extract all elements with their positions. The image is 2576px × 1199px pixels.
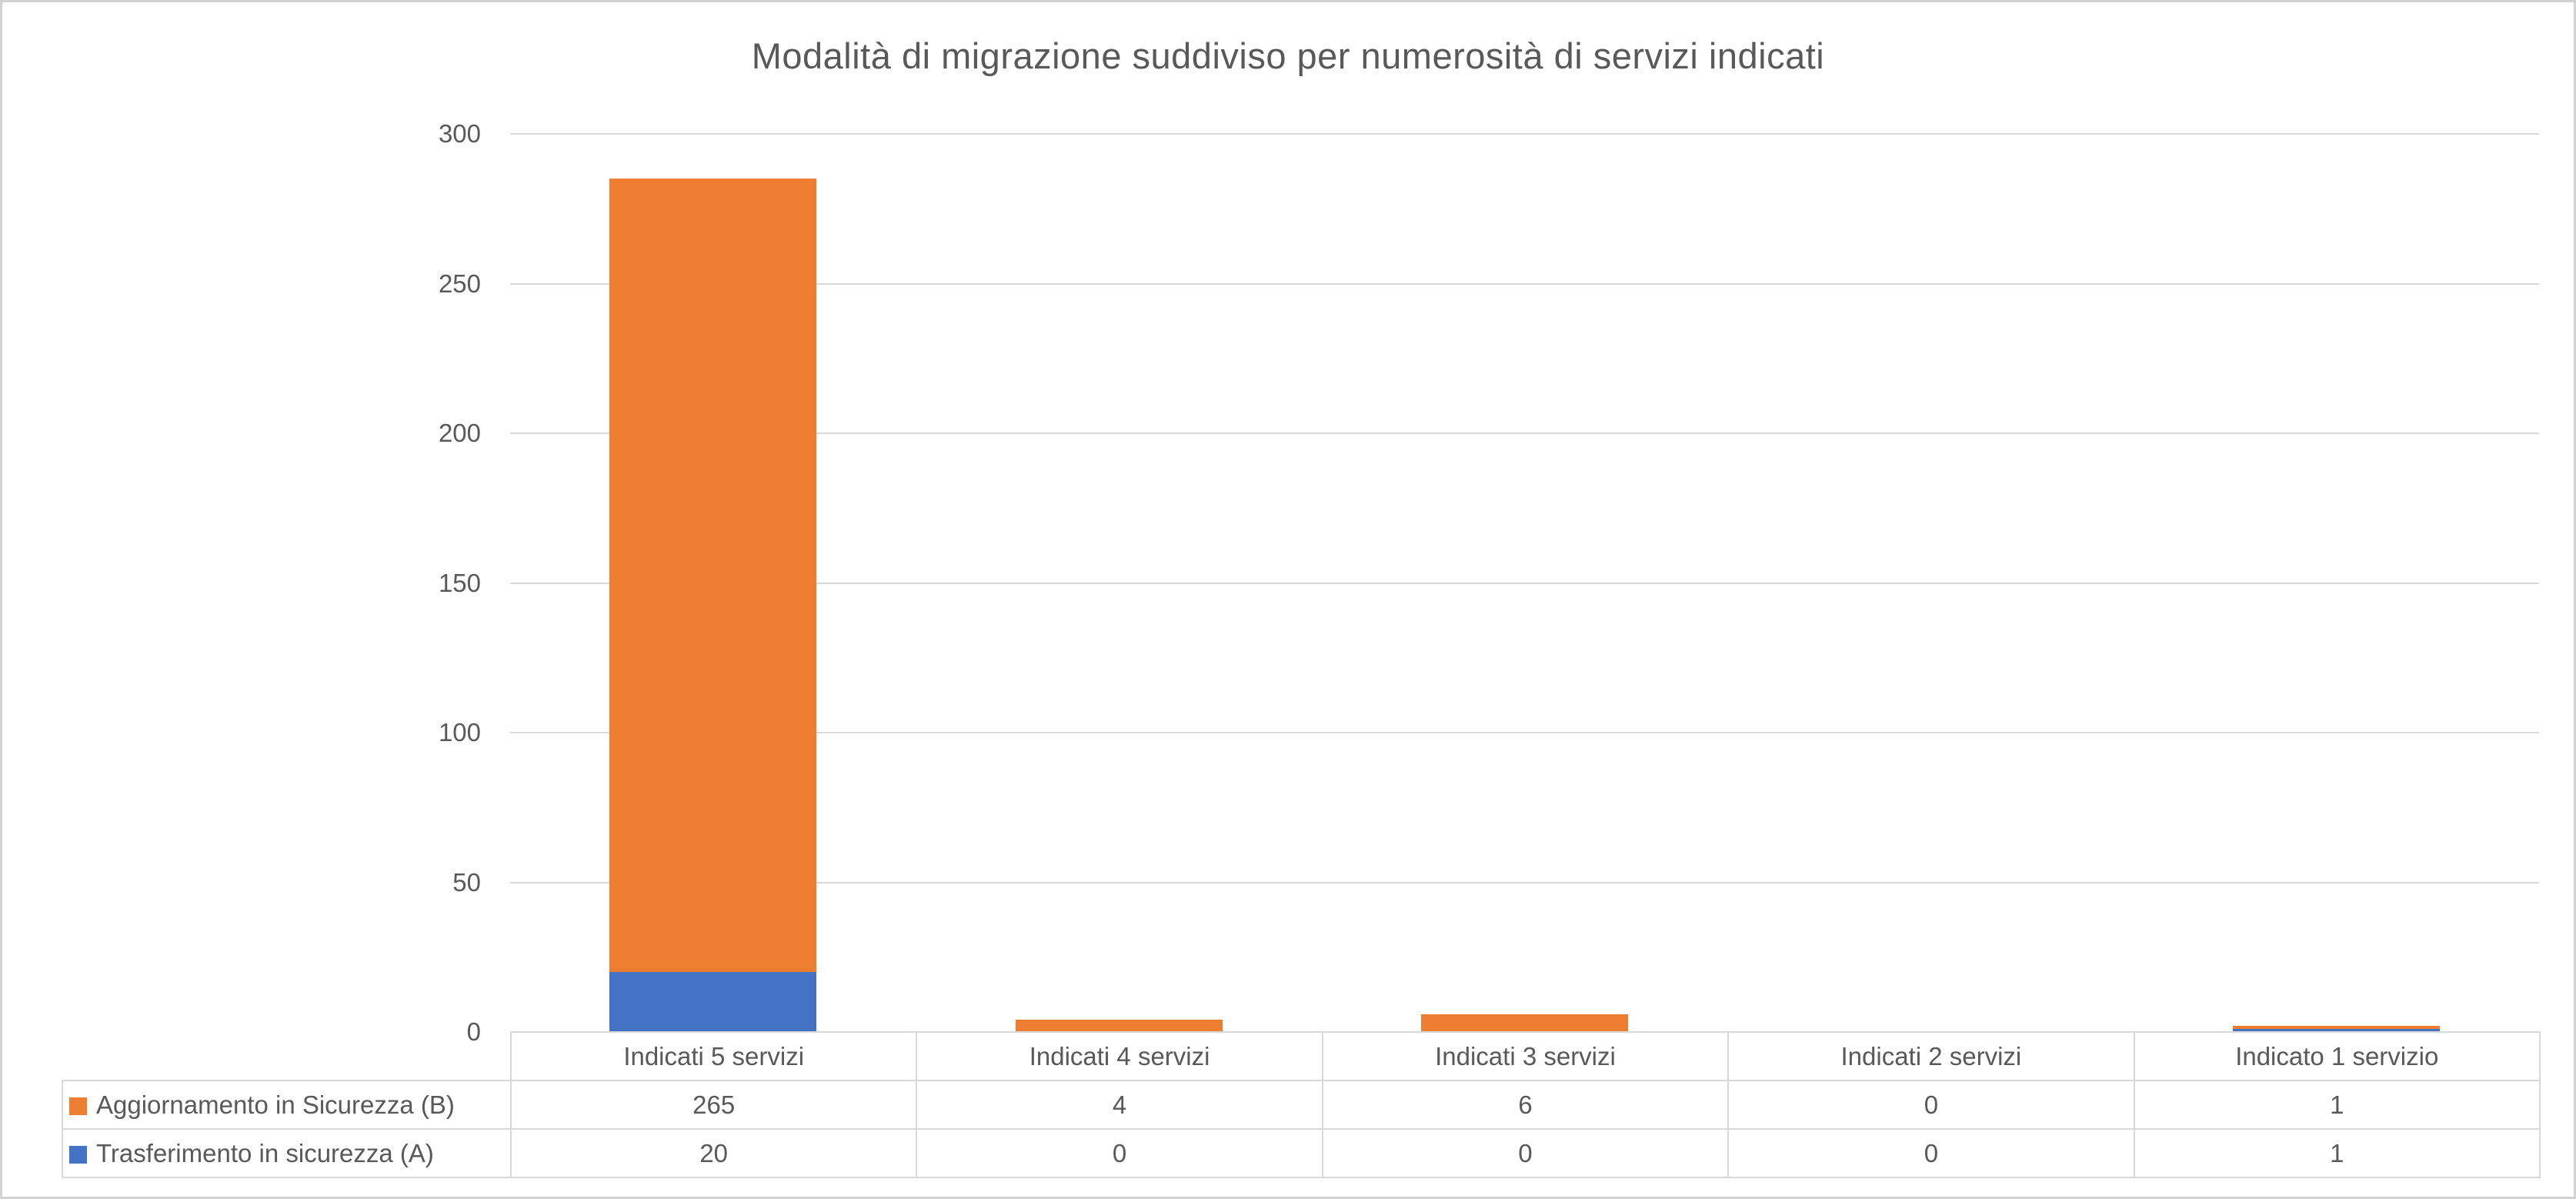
legend-cell-2: Trasferimento in sicurezza (A) bbox=[62, 1128, 512, 1178]
table-value-cell-s2-cat5: 1 bbox=[2133, 1128, 2541, 1178]
bar-segment-b-cat3 bbox=[1421, 1014, 1628, 1032]
bar-segment-b-cat5 bbox=[2232, 1026, 2440, 1030]
table-value-cell-s1-cat1: 265 bbox=[509, 1080, 918, 1130]
table-header-cell-cat5: Indicato 1 servizio bbox=[2133, 1031, 2541, 1081]
data-table: Indicati 5 servizi Indicati 4 servizi Indi… bbox=[62, 1031, 2541, 1178]
table-value-cell-s1-cat3: 6 bbox=[1321, 1080, 1730, 1130]
table-value-cell-s1-cat2: 4 bbox=[916, 1080, 1323, 1130]
table-series-row-2: Trasferimento in sicurezza (A) 20 0 0 0 1 bbox=[62, 1128, 2541, 1178]
legend-cell-1: Aggiornamento in Sicurezza (B) bbox=[62, 1080, 512, 1130]
bar-segment-b-cat1 bbox=[609, 179, 817, 973]
gridline-200 bbox=[510, 433, 2539, 434]
bar-segment-a-cat1 bbox=[609, 972, 817, 1032]
y-tick-label-150: 150 bbox=[438, 568, 481, 597]
series-name: Trasferimento in sicurezza (A) bbox=[96, 1138, 434, 1167]
table-value-cell-s2-cat4: 0 bbox=[1727, 1128, 2135, 1178]
legend-swatch-icon bbox=[69, 1145, 87, 1164]
y-axis: 300 250 200 150 100 50 0 bbox=[2, 119, 481, 1046]
series-name: Aggiornamento in Sicurezza (B) bbox=[96, 1090, 455, 1119]
table-series-row-1: Aggiornamento in Sicurezza (B) 265 4 6 0 1 bbox=[62, 1080, 2541, 1130]
table-value-cell-s2-cat3: 0 bbox=[1321, 1128, 1730, 1178]
y-tick-label-0: 0 bbox=[466, 1017, 481, 1046]
bar-segment-b-cat2 bbox=[1015, 1020, 1223, 1032]
gridline-50 bbox=[510, 881, 2539, 883]
table-header-row: Indicati 5 servizi Indicati 4 servizi Indi… bbox=[62, 1031, 2541, 1081]
chart-title: Modalità di migrazione suddiviso per num… bbox=[751, 35, 1825, 76]
table-value-cell-s1-cat5: 1 bbox=[2133, 1080, 2541, 1130]
gridline-250 bbox=[510, 282, 2539, 285]
table-corner-cell bbox=[62, 1032, 511, 1080]
table-value-cell-s2-cat2: 0 bbox=[916, 1128, 1323, 1178]
table-header-cell-cat1: Indicati 5 servizi bbox=[509, 1031, 918, 1081]
table-header-cell-cat4: Indicati 2 servizi bbox=[1727, 1031, 2135, 1081]
gridline-300 bbox=[510, 133, 2539, 135]
plot-area bbox=[510, 133, 2539, 1032]
y-tick-label-250: 250 bbox=[438, 269, 481, 298]
y-tick-label-200: 200 bbox=[438, 419, 481, 447]
y-tick-label-50: 50 bbox=[452, 867, 481, 897]
table-value-cell-s2-cat1: 20 bbox=[509, 1128, 918, 1178]
gridline-150 bbox=[510, 582, 2539, 584]
table-value-cell-s1-cat4: 0 bbox=[1727, 1080, 2135, 1130]
gridline-100 bbox=[510, 732, 2539, 733]
y-tick-label-300: 300 bbox=[438, 119, 481, 148]
legend-swatch-icon bbox=[69, 1097, 87, 1115]
y-tick-label-100: 100 bbox=[438, 718, 481, 746]
table-header-cell-cat2: Indicati 4 servizi bbox=[916, 1031, 1323, 1081]
table-header-cell-cat3: Indicati 3 servizi bbox=[1321, 1031, 1730, 1081]
bar-segment-a-cat5 bbox=[2232, 1029, 2440, 1032]
